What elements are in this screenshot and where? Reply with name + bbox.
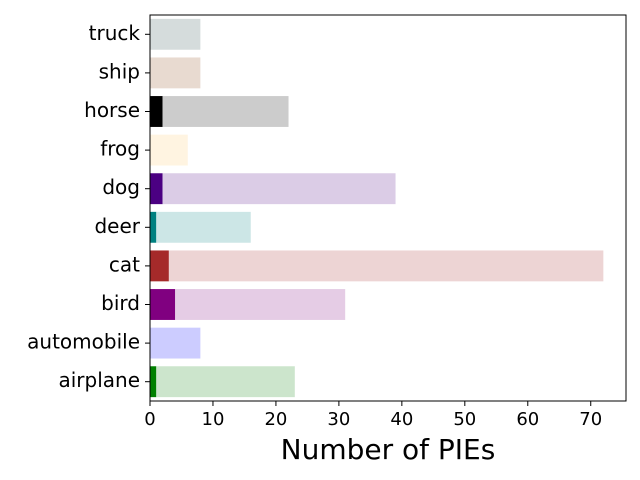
bar-bird-segment-1 [150,289,176,320]
y-tick-label-horse: horse [84,98,140,122]
x-tick-label: 20 [264,409,287,430]
bar-truck-segment-2 [150,18,201,50]
x-tick-label: 40 [390,409,413,430]
x-tick-label: 0 [144,409,155,430]
bar-bird-segment-2 [175,289,346,320]
y-tick-label-frog: frog [100,137,140,161]
y-tick-label-ship: ship [99,59,140,83]
x-tick-label: 10 [202,409,225,430]
x-axis-ticks: 0 10 20 30 40 50 60 70 [144,401,602,430]
x-tick-label: 60 [516,409,539,430]
y-tick-label-bird: bird [101,291,140,315]
y-tick-label-automobile: automobile [27,330,140,354]
bar-dog-segment-1 [150,173,163,205]
bar-cat-segment-1 [150,250,169,282]
bar-deer-segment-2 [156,211,251,243]
bar-deer-segment-1 [150,211,157,243]
y-tick-label-airplane: airplane [58,368,140,392]
y-axis-ticks: airplane automobile bird cat deer dog frog hors… [27,21,150,392]
x-tick-label: 50 [453,409,476,430]
x-axis-title: Number of PIEs [281,433,496,466]
bar-dog-segment-2 [162,173,396,205]
y-tick-label-cat: cat [109,252,140,276]
y-tick-label-truck: truck [89,21,141,45]
x-tick-label: 30 [327,409,350,430]
bar-frog-segment-2 [150,134,188,166]
bar-horse-segment-1 [150,96,163,127]
plot-frame [149,14,627,402]
bar-cat-segment-2 [168,250,604,282]
y-tick-label-deer: deer [94,214,140,238]
bar-ship-segment-2 [150,57,201,89]
bar-automobile-segment-2 [150,327,201,359]
x-tick-label: 70 [579,409,602,430]
bar-horse-segment-2 [162,96,289,127]
bar-airplane-segment-2 [156,366,295,398]
bars-layer [150,18,604,398]
bar-airplane-segment-1 [150,366,157,398]
y-tick-label-dog: dog [102,175,140,199]
